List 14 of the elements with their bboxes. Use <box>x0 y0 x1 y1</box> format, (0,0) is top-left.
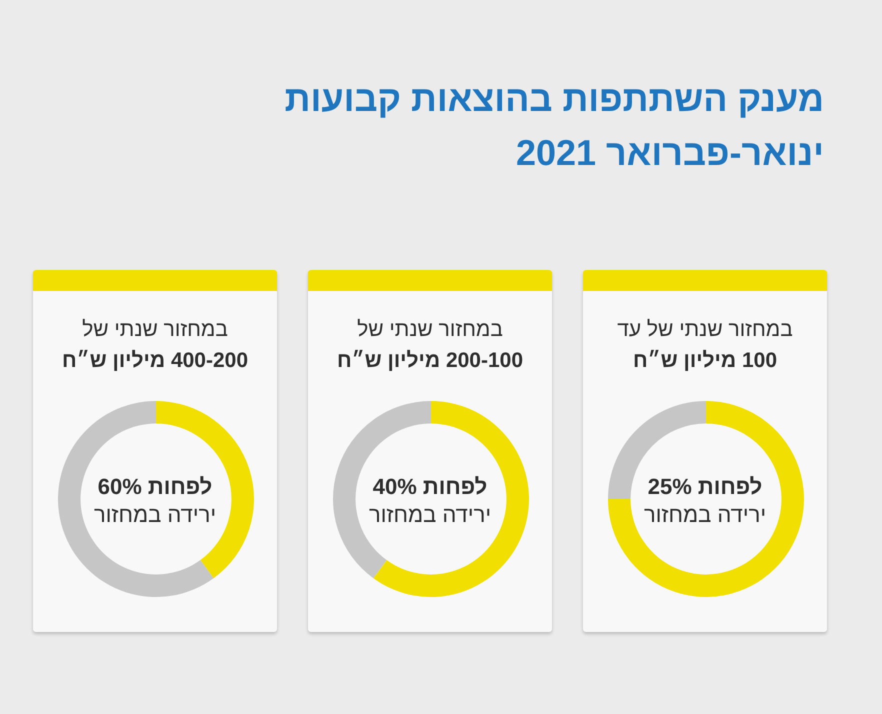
chart-title: במחזור שנתי של <box>82 317 228 343</box>
chart-title: במחזור שנתי של <box>357 317 503 343</box>
text: לפחות 60% <box>98 473 212 501</box>
chart-subtitle: 400-200 מיליון ש״ח <box>62 348 248 374</box>
chart-subtitle: 100 מיליון ש״ח <box>632 348 778 374</box>
chart-title: במחזור שנתי של עד <box>617 317 793 343</box>
text: ירידה במחזור <box>94 501 216 529</box>
text: לפחות 25% <box>648 473 762 501</box>
text: ינואר-פברואר 2021 <box>516 132 824 173</box>
text: לפחות 40% <box>372 473 488 501</box>
text: מענק השתתפות בהוצאות קבועות <box>284 78 824 119</box>
text: ירידה במחזור <box>644 501 766 529</box>
text: ירידה במחזור <box>368 501 492 529</box>
chart-subtitle: 200-100 מיליון ש״ח <box>336 348 524 374</box>
